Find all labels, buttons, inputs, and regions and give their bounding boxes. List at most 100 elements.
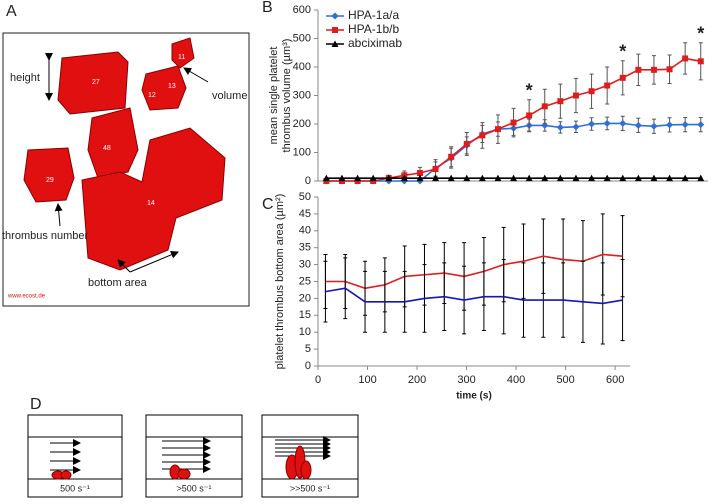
marker	[650, 174, 658, 182]
marker	[681, 121, 689, 129]
marker	[432, 166, 439, 173]
x-tick-label: 0	[315, 374, 321, 386]
legend-label: HPA-1b/b	[348, 22, 399, 36]
marker	[681, 174, 689, 182]
thrombi	[23, 37, 226, 271]
thrombus-number: 27	[92, 79, 100, 86]
marker	[604, 82, 611, 89]
marker	[322, 174, 330, 182]
series-line	[325, 253, 623, 290]
marker	[432, 174, 440, 182]
marker	[400, 174, 408, 182]
marker	[338, 174, 346, 182]
marker	[494, 126, 501, 133]
marker	[541, 103, 548, 110]
marker	[603, 174, 611, 182]
x-tick-label: 600	[606, 374, 624, 386]
marker	[634, 174, 642, 182]
y-tick-label: 30	[299, 259, 311, 271]
shear-rate: 500 s⁻¹	[60, 483, 90, 493]
marker	[666, 66, 673, 73]
y-axis-label: mean single platelet	[268, 47, 280, 145]
y-tick-label: 400	[293, 61, 311, 73]
watermark: www.ecost.de	[7, 294, 46, 300]
y-tick-label: 40	[299, 225, 311, 237]
x-tick-label: 200	[408, 374, 426, 386]
marker	[619, 174, 627, 182]
legend-label: HPA-1a/a	[348, 8, 399, 22]
marker	[332, 27, 338, 33]
marker	[478, 174, 486, 182]
marker	[416, 174, 424, 182]
marker	[331, 12, 339, 20]
y-tick-label: 200	[293, 118, 311, 130]
y-tick-label: 35	[299, 242, 311, 254]
y-tick-label: 0	[305, 175, 311, 187]
y-tick-label: 300	[293, 89, 311, 101]
thrombus-number: 29	[46, 177, 54, 184]
y-tick-label: 0	[305, 360, 311, 372]
y-tick-label: 10	[299, 326, 311, 338]
marker	[666, 121, 674, 129]
y-tick-label: 500	[293, 32, 311, 44]
marker	[682, 55, 689, 62]
y-tick-label: 15	[299, 309, 311, 321]
marker	[650, 66, 657, 73]
marker	[526, 112, 533, 119]
marker	[603, 119, 611, 127]
marker	[666, 174, 674, 182]
marker	[556, 123, 564, 131]
marker	[572, 123, 580, 131]
marker	[510, 119, 517, 126]
y-tick-label: 45	[299, 208, 311, 220]
legend-label: abciximab	[348, 36, 402, 50]
annotation: thrombus number	[2, 230, 89, 242]
marker	[572, 174, 580, 182]
marker	[588, 174, 596, 182]
marker	[447, 174, 455, 182]
annotation: bottom area	[88, 277, 148, 289]
annotation: height	[10, 72, 40, 84]
marker	[463, 140, 470, 147]
arrow	[117, 259, 131, 273]
marker	[697, 174, 705, 182]
platelets	[51, 445, 312, 480]
y-tick-label: 5	[305, 343, 311, 355]
shear-rate: >500 s⁻¹	[176, 483, 211, 493]
panel-label: D	[30, 396, 42, 413]
y-axis-label: thrombus volume (µm³)	[281, 39, 293, 153]
thrombus-number: 14	[147, 200, 155, 207]
x-tick-label: 300	[457, 374, 475, 386]
marker	[479, 132, 486, 139]
marker	[588, 120, 596, 128]
x-tick-label: 100	[358, 374, 376, 386]
y-tick-label: 25	[299, 275, 311, 287]
marker	[650, 122, 658, 130]
annotation: volume	[212, 90, 247, 102]
marker	[541, 174, 549, 182]
x-axis-label: time (s)	[456, 391, 492, 402]
marker	[572, 92, 579, 99]
marker	[697, 121, 705, 129]
marker	[385, 174, 393, 182]
marker	[634, 121, 642, 129]
marker	[588, 88, 595, 95]
marker	[448, 153, 455, 160]
panel-label: C	[262, 196, 274, 213]
marker	[525, 174, 533, 182]
arrow	[129, 251, 179, 273]
y-tick-label: 600	[293, 4, 311, 16]
significance: *	[526, 81, 533, 101]
marker	[619, 119, 627, 127]
arrow	[54, 203, 63, 227]
arrow	[183, 67, 209, 83]
marker	[369, 174, 377, 182]
thrombus-number: 11	[178, 54, 185, 61]
marker	[635, 66, 642, 73]
marker	[697, 58, 704, 65]
thrombus-number: 13	[168, 83, 176, 90]
marker	[494, 174, 502, 182]
thrombus-numbers: 27 11 13 12 48 29 14	[46, 54, 185, 207]
panel-label: A	[6, 3, 17, 20]
marker	[556, 174, 564, 182]
